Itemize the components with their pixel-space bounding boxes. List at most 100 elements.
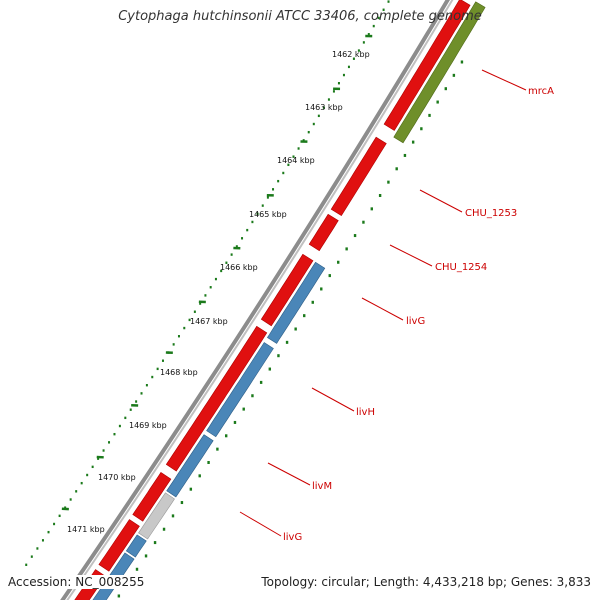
- inner-tick: [207, 460, 210, 464]
- inner-tick: [378, 194, 382, 198]
- inner-ruler-ticks: [117, 60, 464, 598]
- ruler-dot: [172, 343, 175, 346]
- inner-tick: [268, 367, 272, 371]
- inner-tick: [311, 300, 314, 304]
- reverse-gene-grey: [138, 492, 175, 540]
- ruler-dot: [69, 498, 72, 501]
- ruler-dot: [332, 90, 335, 93]
- ruler-dot: [124, 416, 127, 420]
- forward-gene-5: [132, 471, 172, 522]
- ruler-dot: [367, 33, 370, 36]
- inner-tick: [460, 60, 464, 64]
- inner-tick: [171, 514, 175, 518]
- inner-tick: [144, 554, 148, 558]
- ruler-dot: [387, 0, 390, 3]
- inner-tick: [395, 167, 398, 171]
- forward-gene-3: [260, 253, 314, 327]
- inner-tick: [362, 220, 365, 224]
- ruler-label-1470: 1470 kbp: [98, 473, 136, 482]
- ruler-dot: [382, 8, 385, 11]
- inner-tick: [198, 474, 201, 478]
- ruler-dot: [140, 392, 143, 395]
- ruler-dot: [287, 163, 290, 167]
- ruler-dot: [246, 228, 249, 232]
- inner-tick: [444, 87, 447, 91]
- genome-summary-text: Topology: circular; Length: 4,433,218 bp…: [261, 575, 591, 589]
- ruler-dot: [102, 449, 105, 452]
- inner-tick: [328, 274, 331, 278]
- ruler-dot: [41, 539, 44, 542]
- inner-tick: [387, 180, 390, 184]
- inner-tick: [233, 420, 237, 424]
- ruler-dot: [118, 424, 121, 428]
- inner-tick: [153, 541, 157, 545]
- ruler-dot: [188, 318, 191, 322]
- ruler-dot: [75, 490, 78, 493]
- forward-gene-4: [165, 325, 268, 472]
- ruler-dot: [58, 514, 61, 518]
- inner-tick: [189, 487, 193, 491]
- ruler-dot: [91, 465, 94, 469]
- ruler-dot: [251, 220, 254, 224]
- ruler-dot: [80, 481, 83, 485]
- inner-tick: [353, 234, 357, 238]
- gene-label-livg-2: livG: [283, 532, 302, 543]
- ruler-dot: [209, 286, 212, 289]
- ruler-dot: [312, 122, 315, 126]
- ruler-label-1465: 1465 kbp: [249, 210, 287, 219]
- leader-line-1: [419, 189, 463, 213]
- accession-text: Accession: NC_008255: [8, 575, 145, 589]
- ruler-dot: [161, 359, 164, 362]
- ruler-dot: [108, 441, 111, 444]
- leader-line-0: [481, 69, 527, 91]
- ruler-label-1466: 1466 kbp: [220, 263, 258, 272]
- forward-gene-6: [98, 519, 140, 572]
- ruler-dot: [347, 65, 350, 69]
- ruler-dot: [337, 82, 340, 85]
- map-title: Cytophaga hutchinsonii ATCC 33406, compl…: [118, 9, 482, 24]
- leader-line-3: [361, 297, 404, 321]
- ruler-dot: [342, 73, 345, 77]
- ruler-dot: [235, 245, 238, 248]
- ruler-dot: [282, 171, 285, 175]
- ruler-dot: [261, 204, 264, 207]
- inner-tick: [428, 113, 431, 117]
- leader-line-4: [311, 387, 355, 412]
- gene-label-livh: livH: [356, 407, 375, 418]
- forward-gene-0: [383, 0, 471, 131]
- ruler-dot: [266, 196, 269, 199]
- ruler-label-1464: 1464 kbp: [277, 156, 315, 165]
- ruler-ticks: [25, 0, 390, 567]
- ruler-dot: [220, 269, 223, 273]
- forward-gene-2: [308, 213, 339, 252]
- ruler-label-1471: 1471 kbp: [67, 525, 105, 534]
- ruler-label-1468: 1468 kbp: [160, 368, 198, 377]
- ruler-dot: [193, 310, 196, 313]
- ruler-dot: [230, 253, 233, 256]
- ruler-dot: [225, 261, 228, 264]
- ruler-dot: [272, 188, 275, 191]
- ruler-dot: [204, 294, 207, 297]
- inner-tick: [403, 153, 407, 157]
- ruler-dot: [25, 563, 28, 567]
- gene-label-livm: livM: [312, 481, 332, 492]
- backbone-line-inner: [66, 0, 454, 600]
- ruler-dot: [327, 98, 330, 101]
- ruler-dot: [183, 326, 186, 330]
- ruler-dot: [277, 179, 280, 183]
- inner-tick: [370, 207, 373, 211]
- ruler-dot: [47, 530, 50, 534]
- ruler-label-1463: 1463 kbp: [305, 103, 343, 112]
- reverse-gene-blue-0: [266, 261, 326, 344]
- inner-tick: [337, 260, 340, 264]
- inner-tick: [224, 434, 228, 438]
- ruler-dot: [135, 400, 138, 403]
- inner-tick: [259, 380, 263, 384]
- gene-features: [74, 0, 486, 600]
- inner-tick: [180, 501, 184, 505]
- ruler-label-1469: 1469 kbp: [129, 421, 167, 430]
- inner-tick: [420, 127, 423, 131]
- inner-tick: [294, 327, 297, 331]
